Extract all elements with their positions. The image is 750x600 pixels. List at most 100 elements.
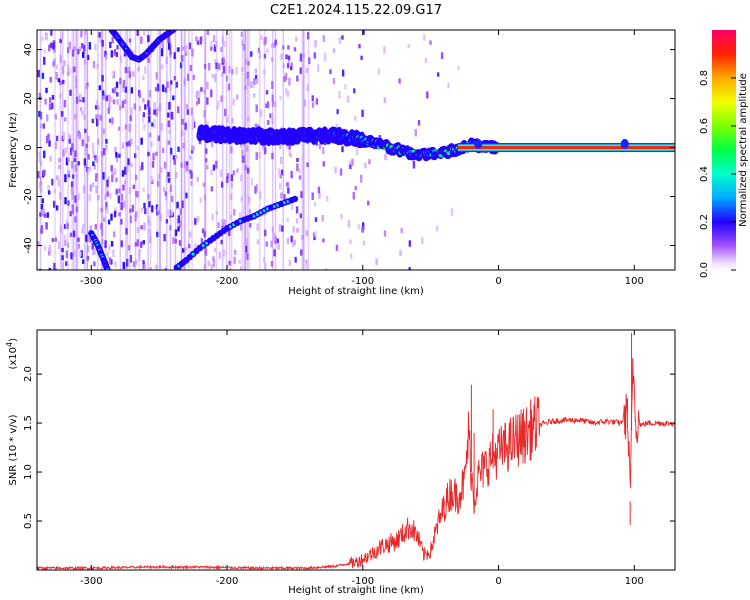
noise-speckle [160, 48, 164, 57]
noise-speckle [400, 227, 403, 234]
noise-speckle [296, 227, 299, 233]
noise-speckle [78, 132, 82, 140]
noise-speckle [43, 169, 46, 176]
noise-speckle [191, 145, 194, 151]
noise-speckle [53, 46, 56, 53]
noise-speckle [242, 43, 246, 51]
noise-speckle [58, 165, 61, 170]
noise-speckle [57, 240, 61, 246]
noise-speckle [156, 231, 159, 238]
snr-panel: -300 -200 -100 0 100 0.5 1.0 1.5 2.0 Height of … [5, 329, 676, 596]
noise-speckle [142, 75, 145, 81]
noise-speckle [143, 123, 146, 131]
noise-speckle [292, 226, 295, 233]
noise-speckle [88, 166, 91, 171]
noise-speckle [218, 251, 221, 260]
noise-speckle [95, 157, 98, 163]
noise-speckle [168, 41, 171, 50]
noise-speckle [271, 226, 275, 233]
noise-speckle [322, 238, 325, 243]
noise-speckle [279, 143, 282, 150]
noise-speckle [140, 36, 143, 44]
noise-speckle [120, 240, 123, 248]
noise-speckle [111, 36, 114, 44]
noise-speckle [109, 193, 112, 199]
noise-streak [149, 30, 152, 270]
noise-speckle [118, 105, 122, 111]
noise-speckle [115, 188, 118, 195]
noise-speckle [347, 219, 351, 228]
noise-streak [129, 30, 131, 270]
noise-speckle [334, 166, 337, 174]
noise-speckle [144, 207, 147, 215]
noise-speckle [92, 249, 95, 255]
noise-speckle [184, 247, 188, 252]
noise-streak [183, 30, 186, 270]
noise-speckle [264, 262, 267, 270]
noise-speckle [38, 151, 41, 159]
noise-speckle [305, 259, 308, 266]
noise-speckle [74, 76, 78, 84]
ridge-blip [620, 138, 629, 149]
noise-speckle [121, 170, 125, 177]
noise-speckle [140, 207, 144, 213]
noise-speckle [112, 231, 116, 238]
noise-speckle [290, 62, 293, 71]
noise-speckle [286, 90, 290, 97]
noise-speckle [290, 170, 293, 179]
noise-speckle [223, 249, 226, 257]
noise-speckle [129, 208, 132, 213]
noise-speckle [398, 78, 401, 84]
noise-speckle [122, 261, 125, 270]
noise-speckle [254, 75, 258, 81]
noise-speckle [303, 99, 307, 107]
noise-speckle [285, 182, 289, 187]
noise-speckle [55, 72, 58, 80]
noise-speckle [311, 95, 314, 102]
noise-speckle [426, 91, 429, 99]
spectrogram-y-ticks: -40 -20 0 20 40 [23, 43, 675, 254]
noise-speckle [156, 207, 160, 212]
noise-speckle [213, 44, 217, 52]
snr-multiplier-close: ) [8, 338, 19, 342]
noise-speckle [109, 41, 112, 49]
noise-speckle [128, 38, 132, 43]
noise-speckle [81, 139, 84, 147]
noise-speckle [163, 187, 166, 192]
noise-speckle [182, 248, 185, 253]
noise-speckle [37, 171, 40, 179]
noise-speckle [177, 225, 180, 232]
noise-speckle [77, 193, 81, 201]
noise-streak [204, 30, 207, 270]
noise-speckle [108, 118, 112, 123]
noise-speckle [172, 95, 175, 101]
noise-speckle [203, 194, 206, 201]
noise-speckle [290, 235, 293, 243]
noise-speckle [200, 87, 203, 92]
noise-speckle [47, 184, 50, 193]
noise-speckle [322, 161, 325, 167]
noise-speckle [67, 200, 70, 206]
noise-speckle [219, 169, 223, 177]
noise-speckle [256, 223, 259, 231]
noise-speckle [130, 87, 134, 94]
noise-speckle [39, 212, 43, 217]
noise-speckle [71, 174, 75, 179]
noise-speckle [105, 144, 108, 151]
noise-speckle [282, 63, 285, 69]
noise-speckle [262, 257, 266, 263]
noise-speckle [38, 110, 41, 117]
colorbar: 0.0 0.2 0.4 0.6 0.8 Normalized spectral ampl… [699, 30, 749, 278]
noise-speckle [199, 36, 203, 45]
noise-speckle [42, 209, 46, 214]
noise-speckle [141, 162, 144, 171]
noise-streak [230, 30, 233, 270]
noise-speckle [212, 259, 216, 264]
noise-speckle [344, 84, 347, 90]
noise-speckle [247, 61, 250, 66]
noise-speckle [240, 223, 243, 231]
noise-speckle [108, 103, 111, 110]
noise-speckle [300, 249, 303, 256]
noise-speckle [215, 160, 218, 169]
